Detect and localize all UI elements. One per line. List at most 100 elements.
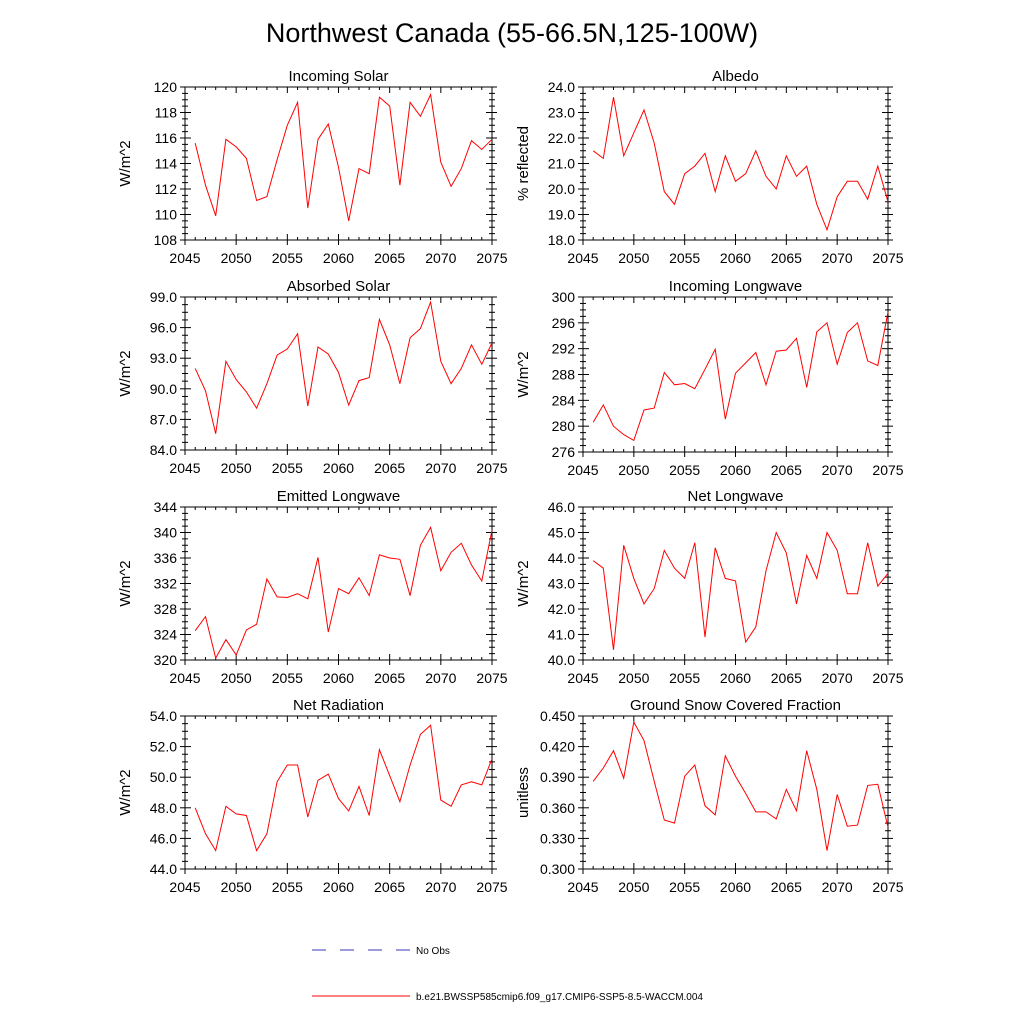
y-tick-label: 332: [154, 576, 178, 592]
x-tick-label: 2065: [771, 670, 802, 686]
x-tick-label: 2075: [476, 460, 507, 476]
y-tick-label: 19.0: [548, 207, 575, 223]
x-tick-label: 2070: [425, 670, 456, 686]
panel-3: Incoming Longwave W/m^2 276 280 284 288 292 296…: [515, 278, 904, 478]
x-tick-label: 2055: [272, 670, 303, 686]
y-tick-label: 336: [154, 550, 178, 566]
y-tick-label: 45.0: [548, 525, 575, 541]
x-tick-label: 2045: [567, 462, 598, 478]
x-tick-label: 2050: [618, 462, 649, 478]
x-tick-label: 2065: [374, 250, 405, 266]
panel-title: Ground Snow Covered Fraction: [630, 697, 841, 714]
x-tick-label: 2070: [822, 670, 853, 686]
y-tick-label: 120: [154, 79, 178, 95]
y-axis-label: W/m^2: [117, 350, 134, 396]
x-tick-label: 2065: [771, 250, 802, 266]
x-tick-label: 2075: [476, 670, 507, 686]
y-tick-label: 44.0: [150, 861, 177, 877]
panels-group: Incoming Solar W/m^2 108 110 112 114 116 118 120…: [117, 68, 904, 895]
x-tick-label: 2055: [272, 250, 303, 266]
y-tick-label: 22.0: [548, 130, 575, 146]
panel-title: Incoming Longwave: [669, 278, 802, 295]
y-tick-label: 44.0: [548, 550, 575, 566]
y-tick-label: 21.0: [548, 156, 575, 172]
y-tick-label: 0.330: [540, 830, 575, 846]
x-tick-label: 2050: [618, 879, 649, 895]
y-tick-label: 42.0: [548, 601, 575, 617]
y-axis-label: W/m^2: [117, 140, 134, 186]
y-tick-label: 24.0: [548, 79, 575, 95]
y-tick-label: 0.450: [540, 708, 575, 724]
y-tick-label: 320: [154, 652, 178, 668]
y-tick-label: 18.0: [548, 232, 575, 248]
y-tick-label: 54.0: [150, 708, 177, 724]
y-tick-label: 292: [552, 341, 576, 357]
x-tick-label: 2050: [221, 460, 252, 476]
y-tick-label: 46.0: [150, 830, 177, 846]
x-tick-label: 2055: [272, 460, 303, 476]
plot-frame: [582, 715, 889, 870]
x-tick-label: 2070: [425, 460, 456, 476]
x-tick-label: 2065: [374, 460, 405, 476]
x-tick-label: 2060: [720, 250, 751, 266]
x-tick-label: 2060: [323, 879, 354, 895]
x-tick-label: 2075: [476, 250, 507, 266]
plot-frame: [582, 86, 889, 241]
y-tick-label: 276: [552, 444, 576, 460]
x-tick-label: 2050: [221, 250, 252, 266]
panel-title: Absorbed Solar: [287, 278, 390, 295]
panel-5: Net Longwave W/m^2 40.0 41.0 42.0 43.0 44.0 45.…: [515, 488, 904, 686]
panel-title: Net Radiation: [293, 697, 384, 714]
panel-0: Incoming Solar W/m^2 108 110 112 114 116 118 120…: [117, 68, 508, 266]
plot-frame: [184, 506, 493, 661]
x-tick-label: 2050: [221, 670, 252, 686]
x-tick-label: 2075: [872, 879, 903, 895]
series-line: [592, 97, 889, 232]
y-tick-label: 87.0: [150, 411, 177, 427]
y-tick-label: 0.420: [540, 739, 575, 755]
panel-1: Albedo % reflected 18.0 19.0 20.0 21.0 22.0 23.…: [515, 68, 904, 266]
y-axis-label: W/m^2: [117, 769, 134, 815]
y-tick-label: 0.360: [540, 800, 575, 816]
main-title: Northwest Canada (55-66.5N,125-100W): [266, 18, 758, 48]
y-tick-label: 0.390: [540, 769, 575, 785]
panel-4: Emitted Longwave W/m^2 320 324 328 332 336 340 3…: [117, 488, 508, 686]
panel-6: Net Radiation W/m^2 44.0 46.0 48.0 50.0 52.0 54…: [117, 697, 508, 895]
y-tick-label: 340: [154, 525, 178, 541]
x-tick-label: 2045: [567, 670, 598, 686]
x-tick-label: 2055: [669, 670, 700, 686]
y-axis-label: W/m^2: [515, 351, 532, 397]
y-tick-label: 20.0: [548, 181, 575, 197]
x-tick-label: 2045: [169, 879, 200, 895]
y-axis-label: W/m^2: [117, 560, 134, 606]
x-tick-label: 2070: [822, 879, 853, 895]
x-tick-label: 2060: [720, 462, 751, 478]
series-line: [194, 724, 493, 852]
y-tick-label: 0.300: [540, 861, 575, 877]
x-tick-label: 2055: [669, 879, 700, 895]
x-tick-label: 2050: [618, 250, 649, 266]
panel-title: Net Longwave: [688, 488, 784, 505]
series-line: [194, 526, 493, 660]
y-tick-label: 280: [552, 418, 576, 434]
y-tick-label: 110: [155, 207, 178, 223]
series-line: [592, 531, 889, 650]
x-tick-label: 2045: [169, 670, 200, 686]
y-tick-label: 93.0: [150, 350, 177, 366]
panel-title: Emitted Longwave: [277, 488, 400, 505]
series-line: [194, 300, 493, 434]
series-line: [194, 92, 493, 221]
x-tick-label: 2045: [567, 250, 598, 266]
y-tick-label: 324: [154, 627, 178, 643]
y-tick-label: 328: [154, 601, 178, 617]
x-tick-label: 2065: [374, 879, 405, 895]
y-tick-label: 50.0: [150, 769, 177, 785]
x-tick-label: 2075: [476, 879, 507, 895]
y-tick-label: 52.0: [150, 739, 177, 755]
y-tick-label: 41.0: [548, 627, 575, 643]
x-tick-label: 2045: [169, 460, 200, 476]
y-tick-label: 116: [155, 130, 178, 146]
x-tick-label: 2055: [272, 879, 303, 895]
y-tick-label: 96.0: [150, 320, 177, 336]
panel-7: Ground Snow Covered Fraction unitless 0.30…: [515, 697, 904, 895]
